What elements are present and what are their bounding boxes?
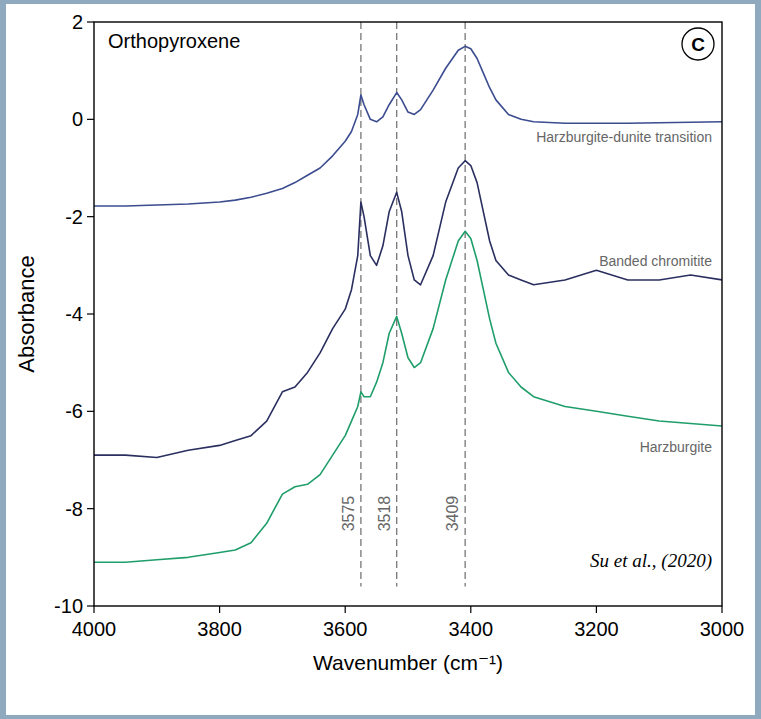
peak-line (360, 22, 361, 587)
peak-line (396, 22, 397, 587)
x-tick (721, 606, 722, 613)
source: Su et al., (2020) (590, 550, 712, 572)
x-tick (596, 606, 597, 613)
y-tick-label: -10 (54, 595, 83, 617)
x-axis-title: Wavenumber (cm⁻¹) (313, 651, 503, 674)
series-label: Harzburgite (640, 439, 713, 455)
y-tick (87, 508, 94, 509)
x-tick-label: 3400 (449, 618, 494, 640)
peak-line (464, 22, 465, 587)
peak-label: 3409 (444, 496, 461, 532)
x-tick-label: 3000 (700, 618, 745, 640)
x-tick-label: 3200 (574, 618, 619, 640)
x-tick (219, 606, 220, 613)
plot-frame (94, 22, 722, 606)
y-tick-label: -6 (65, 400, 83, 422)
panel-letter: C (691, 34, 705, 55)
x-tick-label: 3800 (197, 618, 242, 640)
series-label: Banded chromitite (599, 253, 712, 269)
series-label: Harzburgite-dunite transition (536, 129, 712, 145)
y-tick-label: -4 (65, 303, 83, 325)
y-tick-label: 2 (72, 11, 83, 33)
y-tick (87, 411, 94, 412)
y-axis-title: Absorbance (14, 255, 39, 372)
y-tick-label: -2 (65, 206, 83, 228)
peak-label: 3575 (340, 496, 357, 532)
y-tick (87, 119, 94, 120)
x-tick-label: 3600 (323, 618, 368, 640)
y-tick-label: -8 (65, 498, 83, 520)
chart: 4000 3800 3600 3400 3200 3000 -10 -8 -6 -4 -2 0 2 Wav… (0, 0, 761, 719)
y-tick (87, 216, 94, 217)
title: Orthopyroxene (108, 30, 240, 52)
x-tick (470, 606, 471, 613)
background (6, 4, 755, 715)
x-tick (93, 606, 94, 613)
series-line (94, 161, 722, 458)
series-line (94, 46, 722, 206)
x-tick-label: 4000 (72, 618, 117, 640)
plot-marks (94, 22, 722, 587)
y-tick (87, 21, 94, 22)
panel-circle (682, 28, 714, 60)
x-tick (345, 606, 346, 613)
y-tick (87, 605, 94, 606)
y-tick (87, 313, 94, 314)
y-tick-label: 0 (72, 108, 83, 130)
series-line (94, 231, 722, 562)
peak-label: 3518 (376, 496, 393, 532)
